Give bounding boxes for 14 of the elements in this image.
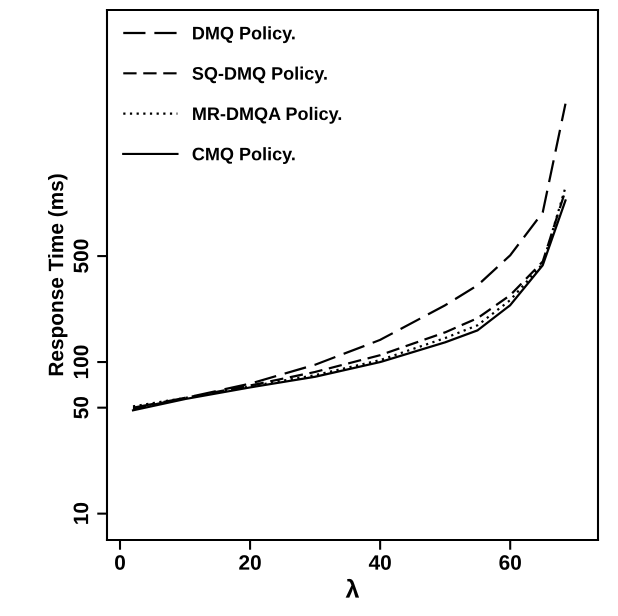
y-tick-label: 50 bbox=[74, 396, 88, 419]
x-axis-title: λ bbox=[346, 578, 360, 598]
y-tick-label: 500 bbox=[74, 240, 88, 273]
x-tick-label: 40 bbox=[368, 555, 391, 570]
legend-label: MR-DMQA Policy. bbox=[193, 106, 342, 124]
y-tick-label: 10 bbox=[74, 502, 88, 524]
x-tick-label: 20 bbox=[239, 555, 261, 570]
legend-label: DMQ Policy. bbox=[193, 26, 295, 44]
y-axis-title: Response Time (ms) bbox=[48, 174, 68, 376]
y-tick-label: 100 bbox=[74, 346, 88, 378]
legend-label: SQ-DMQ Policy. bbox=[192, 66, 327, 84]
x-tick-label: 60 bbox=[499, 555, 521, 570]
legend-label: CMQ Policy. bbox=[192, 147, 295, 164]
x-tick-label: 0 bbox=[115, 555, 125, 570]
